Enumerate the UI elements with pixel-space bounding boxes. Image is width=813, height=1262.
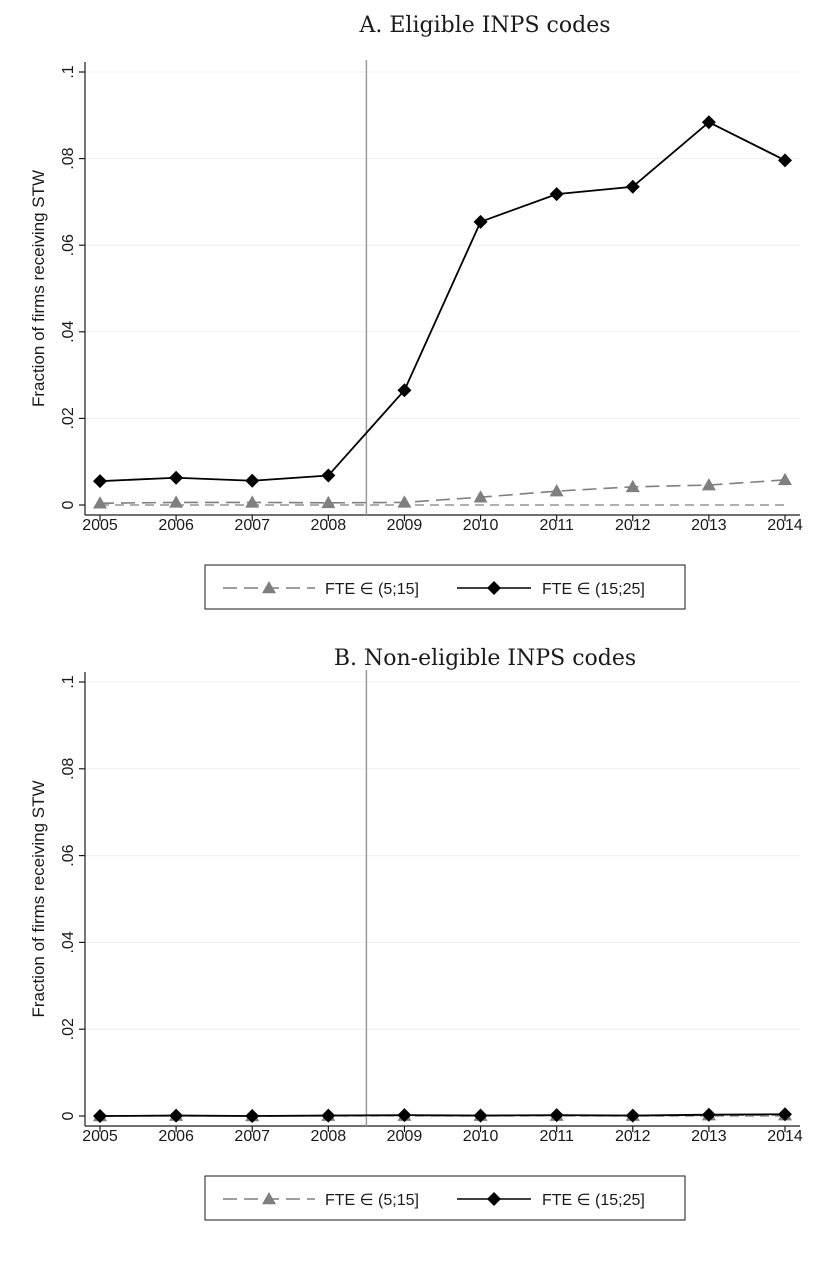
data-point <box>473 490 488 503</box>
panel-b: B. Non-eligible INPS codes 0 .02 .04 .06 .08.… <box>29 646 803 1221</box>
x-tick-label: 2008 <box>311 517 347 534</box>
y-tick-label: .02 <box>60 1018 77 1040</box>
x-tick-label: 2013 <box>691 517 727 534</box>
y-tick-label: .06 <box>60 234 77 256</box>
panel-title: A. Eligible INPS codes <box>358 13 610 38</box>
x-tick-label: 2010 <box>463 517 499 534</box>
data-point <box>245 473 260 488</box>
panel-a: A. Eligible INPS codes 0 .02 .04 .06 .08 .1 Fra… <box>29 13 803 610</box>
data-point <box>701 1107 716 1122</box>
series-fte-15-25 <box>93 1107 792 1123</box>
legend-box <box>204 564 686 610</box>
data-point <box>625 179 640 194</box>
x-tick-label: 2007 <box>234 1128 270 1145</box>
data-point <box>778 472 792 486</box>
data-point <box>549 1108 564 1123</box>
y-tick-label: 0 <box>60 1111 77 1120</box>
x-tick-label: 2008 <box>311 1128 347 1145</box>
y-tick-label: .08 <box>60 147 77 169</box>
y-axis-label: Fraction of firms receiving STW <box>29 170 48 407</box>
data-point <box>245 1109 260 1123</box>
data-point <box>397 495 412 508</box>
data-point <box>778 153 792 168</box>
y-tick-label: .08 <box>60 758 77 780</box>
x-tick-label: 2013 <box>691 1128 727 1145</box>
x-tick-label: 2012 <box>615 1128 651 1145</box>
data-point <box>473 1108 488 1123</box>
data-point <box>169 1108 184 1123</box>
y-tick-label: .02 <box>60 407 77 429</box>
data-point <box>93 474 107 489</box>
data-point <box>93 1109 107 1123</box>
data-point <box>473 214 488 229</box>
x-tick-label: 2011 <box>539 517 574 534</box>
x-tick-label: 2005 <box>82 517 118 534</box>
data-point <box>321 495 336 509</box>
data-point <box>549 484 564 497</box>
y-tick-label: .04 <box>60 931 77 953</box>
x-tick-label: 2014 <box>767 1128 803 1145</box>
legend-marker <box>487 1192 501 1206</box>
legend-marker <box>262 1192 276 1205</box>
y-tick-label: .04 <box>60 321 77 343</box>
legend-label: FTE ∈ (15;25] <box>542 1192 645 1209</box>
series-line <box>99 1113 786 1117</box>
data-point <box>397 1108 412 1123</box>
data-point <box>245 495 260 508</box>
legend-box <box>204 1175 686 1221</box>
data-point <box>778 1107 792 1122</box>
x-tick-label: 2014 <box>767 517 803 534</box>
data-point <box>169 470 184 485</box>
data-point <box>93 496 107 509</box>
panel-title: B. Non-eligible INPS codes <box>334 646 636 671</box>
legend-marker <box>262 581 276 594</box>
data-point <box>701 478 716 491</box>
legend: FTE ∈ (5;15] FTE ∈ (15;25] <box>204 564 686 610</box>
series-fte-15-25 <box>93 115 792 489</box>
y-tick-label: .06 <box>60 844 77 866</box>
legend-marker <box>487 581 501 595</box>
data-point <box>321 1108 336 1123</box>
y-tick-label: 0 <box>60 500 77 509</box>
series-line <box>99 121 786 483</box>
data-point <box>397 383 412 398</box>
data-point <box>625 1108 640 1123</box>
data-point <box>549 187 564 202</box>
x-tick-label: 2005 <box>82 1128 118 1145</box>
x-tick-label: 2011 <box>539 1128 574 1145</box>
series-line <box>99 479 786 505</box>
y-tick-label: .1 <box>60 65 77 78</box>
y-tick-label: .1 <box>60 675 77 688</box>
data-point <box>625 479 640 493</box>
legend-label: FTE ∈ (5;15] <box>325 581 419 598</box>
series-fte-5-15 <box>93 472 792 509</box>
data-point <box>321 468 336 483</box>
legend: FTE ∈ (5;15] FTE ∈ (15;25] <box>204 1175 686 1221</box>
x-tick-label: 2009 <box>387 1128 423 1145</box>
legend-label: FTE ∈ (5;15] <box>325 1192 419 1209</box>
legend-label: FTE ∈ (15;25] <box>542 581 645 598</box>
x-tick-label: 2009 <box>387 517 423 534</box>
data-point <box>701 115 716 130</box>
x-tick-label: 2006 <box>158 1128 194 1145</box>
x-tick-label: 2007 <box>234 517 270 534</box>
x-tick-label: 2010 <box>463 1128 499 1145</box>
data-point <box>169 495 184 508</box>
x-tick-label: 2012 <box>615 517 651 534</box>
y-axis-label: Fraction of firms receiving STW <box>29 780 48 1017</box>
x-tick-label: 2006 <box>158 517 194 534</box>
